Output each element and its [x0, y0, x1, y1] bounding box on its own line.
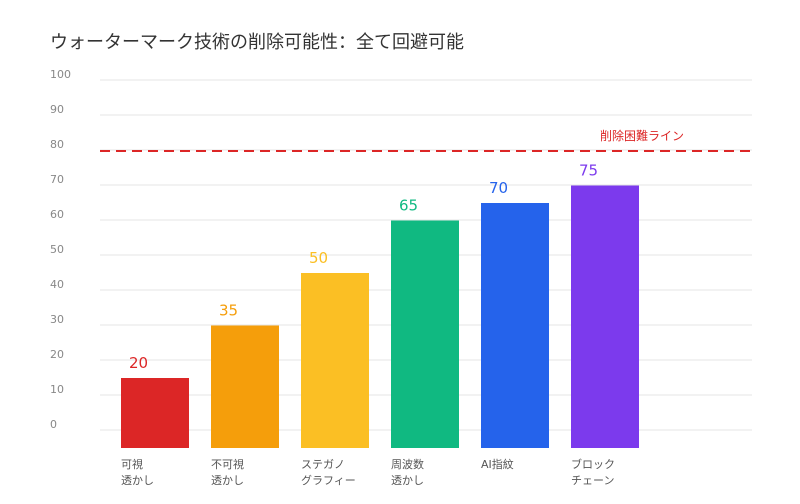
chart-title: ウォーターマーク技術の削除可能性：全て回避可能: [50, 32, 464, 53]
bar: [301, 273, 369, 448]
threshold-label: 削除困難ライン: [600, 128, 684, 143]
y-tick-label: 80: [50, 138, 64, 151]
y-tick-label: 60: [50, 208, 64, 221]
bar: [211, 325, 279, 448]
x-tick-label: 透かし: [211, 474, 244, 487]
y-tick-label: 0: [50, 418, 57, 431]
bar-value-label: 35: [219, 302, 238, 320]
bar-value-label: 20: [129, 354, 148, 372]
bar-value-label: 70: [489, 179, 508, 197]
x-tick-label: 透かし: [121, 474, 154, 487]
x-tick-label: AI指紋: [481, 457, 514, 471]
x-tick-label: グラフィー: [301, 473, 356, 487]
bar: [481, 203, 549, 448]
y-tick-label: 100: [50, 68, 71, 81]
y-tick-label: 50: [50, 243, 64, 256]
x-tick-label: チェーン: [571, 474, 614, 487]
y-tick-label: 90: [50, 103, 64, 116]
bar: [571, 185, 639, 448]
threshold-line-group: 削除困難ライン: [100, 128, 752, 152]
bar-value-label: 65: [399, 197, 418, 215]
y-tick-label: 40: [50, 278, 64, 291]
y-tick-label: 30: [50, 313, 64, 326]
x-tick-label: 可視: [121, 457, 143, 471]
bar-value-label: 50: [309, 249, 328, 267]
bar: [391, 220, 459, 448]
x-tick-label: 透かし: [391, 474, 424, 487]
y-tick-label: 10: [50, 383, 64, 396]
x-tick-label: 周波数: [391, 458, 424, 471]
x-tick-label: 不可視: [211, 457, 244, 471]
y-tick-label: 70: [50, 173, 64, 186]
x-tick-label: ブロック: [571, 457, 615, 471]
x-tick-label: ステガノ: [301, 458, 345, 471]
bar: [121, 378, 189, 448]
y-tick-label: 20: [50, 348, 64, 361]
bars: 20 35 50 65 70 75: [121, 162, 639, 448]
bar-value-label: 75: [579, 162, 598, 180]
